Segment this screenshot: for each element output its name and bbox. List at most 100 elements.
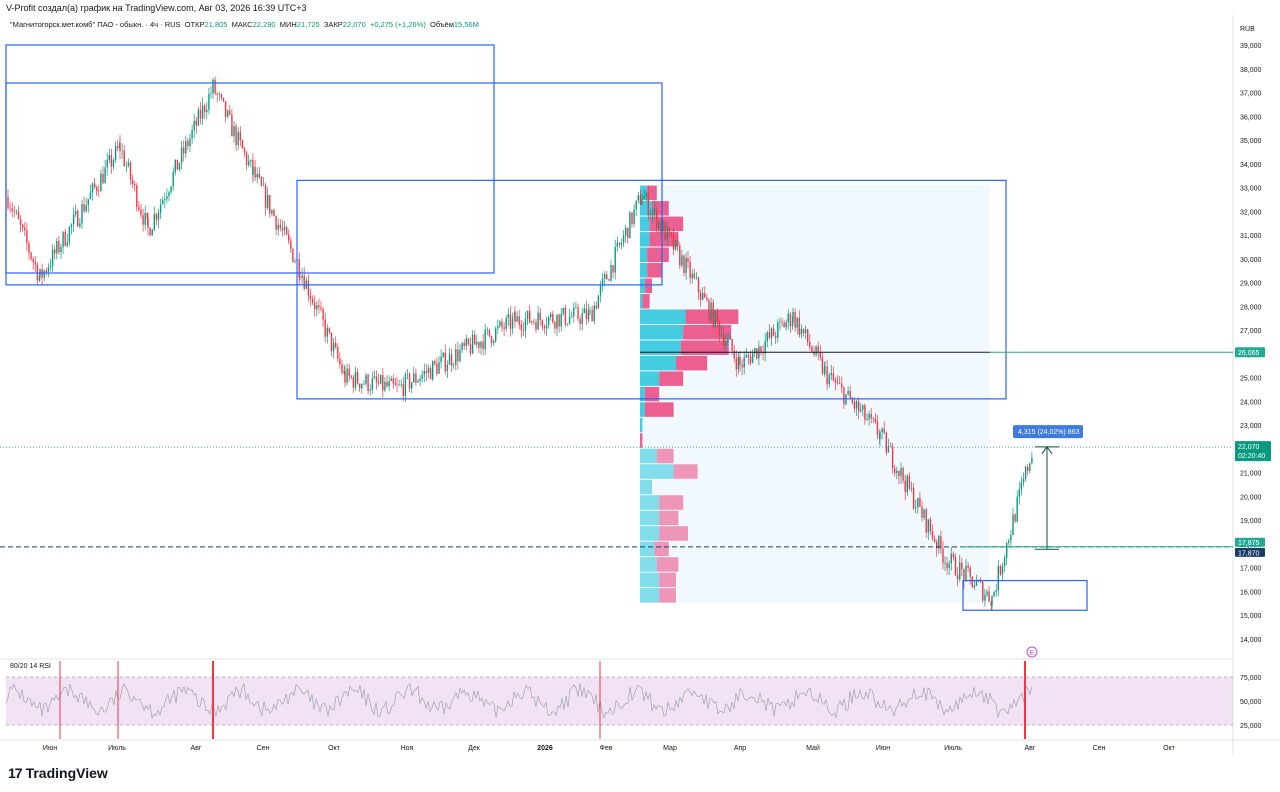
candle-body (373, 376, 376, 379)
candle-body (488, 329, 491, 337)
candle-body (792, 311, 794, 322)
candle-body (658, 221, 660, 229)
candle-body (524, 318, 527, 331)
candle-body (406, 373, 409, 375)
candle-body (601, 278, 604, 286)
earnings-icon-circle (1026, 646, 1038, 658)
volume-profile-sell-bar (676, 355, 708, 371)
candle-body (350, 376, 352, 378)
candle-body (735, 358, 737, 370)
candle-body (507, 314, 509, 319)
candle-body (834, 380, 837, 383)
earnings-icon[interactable]: E (1026, 646, 1038, 658)
candle-body (562, 308, 564, 314)
time-tick-label: 2026 (537, 745, 553, 752)
volume-profile-buy-bar (640, 386, 645, 402)
candle-body (912, 487, 915, 509)
candle-body (252, 166, 254, 176)
volume-profile-sell-bar (659, 371, 684, 386)
low-value: 21,725 (296, 20, 320, 29)
candle-body (51, 249, 54, 267)
candle-body (79, 223, 81, 227)
candle-body (222, 97, 225, 102)
candle-body (581, 313, 583, 324)
candle-body (668, 227, 670, 233)
candle-body (898, 470, 900, 477)
candle-body (706, 297, 708, 301)
price-tick-label: 29,000 (1240, 281, 1262, 288)
candle-body (839, 382, 841, 384)
supply-demand-zone-box[interactable] (296, 179, 1007, 400)
supply-demand-zone-box[interactable] (5, 44, 495, 274)
candle-body (427, 367, 430, 374)
candle-body (963, 569, 965, 581)
candle-body (208, 93, 210, 110)
candle-body (380, 375, 382, 384)
candle-body (119, 142, 121, 152)
supply-demand-zone-box[interactable] (5, 82, 663, 286)
volume-profile-buy-bar (640, 417, 643, 433)
candle-body (533, 321, 535, 323)
candle-body (731, 339, 733, 351)
volume-profile-sell-bar (644, 402, 674, 417)
candle-body (864, 405, 866, 421)
candle-body (587, 310, 590, 320)
rsi-indicator-title[interactable]: 80/20 14 RSI (10, 663, 51, 670)
measure-label[interactable]: 4,315 (24,02%) 863 (1013, 425, 1083, 439)
candle-body (423, 370, 425, 375)
candle-body (843, 387, 845, 405)
candle-body (800, 328, 803, 335)
candle-body (123, 150, 125, 167)
last-price-tag: 22,070 02:20:40 (1235, 441, 1271, 462)
measure-label-text: 4,315 (24,02%) 863 (1018, 429, 1080, 436)
candle-body (400, 384, 402, 385)
candle-body (237, 131, 239, 146)
candle-body (1024, 466, 1027, 480)
candle-body (785, 322, 787, 328)
candle-body (547, 317, 550, 326)
candle-body (450, 354, 453, 366)
candle-body (1008, 540, 1010, 543)
time-tick-label: Дек (468, 745, 481, 752)
time-tick-label: Авг (1025, 745, 1036, 752)
candle-body (552, 313, 554, 323)
candle-body (324, 319, 326, 337)
candle-body (906, 475, 908, 493)
symbol-name[interactable]: "Магнитогорск.мет.комб" ПАО - обыкн. · 4… (10, 20, 181, 29)
low-label: МИН (279, 20, 297, 29)
candle-body (781, 321, 783, 323)
high-value: 22,290 (252, 20, 276, 29)
candle-body (436, 363, 438, 374)
candle-body (641, 199, 643, 205)
candle-body (887, 446, 890, 453)
candle-body (959, 562, 961, 580)
candle-body (811, 346, 813, 352)
candle-body (66, 242, 68, 246)
volume-profile-buy-bar (640, 541, 655, 557)
candle-body (656, 208, 658, 229)
candle-body (281, 228, 284, 231)
supply-demand-zone-box[interactable] (962, 579, 1088, 611)
candle-body (384, 381, 386, 391)
candle-body (556, 314, 558, 329)
volume-profile-buy-bar (640, 495, 660, 510)
candle-body (398, 384, 400, 385)
candle-body (685, 258, 687, 273)
candle-body (1016, 496, 1018, 522)
candle-body (649, 213, 652, 215)
candle-body (1018, 489, 1020, 497)
candle-body (146, 213, 148, 219)
candle-body (946, 562, 948, 569)
candle-body (64, 231, 66, 246)
candle-body (575, 307, 577, 308)
candle-body (352, 377, 355, 388)
volume-profile-buy-bar (640, 247, 648, 263)
candle-body (467, 338, 470, 345)
price-tick-label: 14,000 (1240, 637, 1262, 644)
candle-body (356, 371, 359, 384)
candle-body (471, 334, 474, 354)
candle-body (729, 339, 731, 340)
candle-body (997, 565, 999, 591)
candle-body (429, 367, 432, 380)
